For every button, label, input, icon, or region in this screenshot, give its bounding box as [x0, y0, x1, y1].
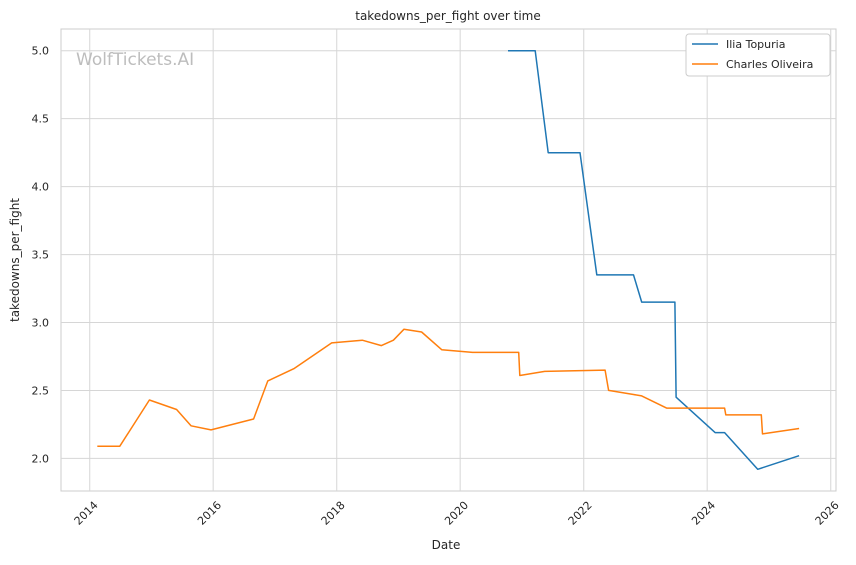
y-tick-label: 5.0 — [32, 45, 50, 58]
x-tick-label: 2026 — [813, 499, 842, 528]
y-tick-label: 2.0 — [32, 452, 50, 465]
chart-title: takedowns_per_fight over time — [355, 9, 541, 23]
series-line-1 — [508, 49, 800, 471]
legend-box — [685, 33, 831, 77]
y-axis-label: takedowns_per_fight — [8, 198, 22, 322]
plot-area — [60, 28, 837, 492]
legend-label-1: Ilia Topuria — [726, 38, 785, 51]
x-axis-label: Date — [432, 538, 461, 552]
x-tick-label: 2016 — [195, 499, 224, 528]
y-tick-label: 4.0 — [32, 181, 50, 194]
legend-label-2: Charles Oliveira — [726, 58, 813, 71]
y-tick-label: 3.5 — [32, 249, 50, 262]
y-tick-label: 4.5 — [32, 113, 50, 126]
x-tick-label: 2020 — [442, 499, 471, 528]
series-line-2 — [97, 328, 800, 447]
x-tick-label: 2024 — [689, 499, 718, 528]
legend: Ilia Topuria Charles Oliveira — [685, 33, 831, 77]
y-tick-label: 3.0 — [32, 317, 50, 330]
y-tick-label: 2.5 — [32, 384, 50, 397]
x-tick-label: 2018 — [319, 499, 348, 528]
watermark: WolfTickets.AI — [76, 50, 194, 70]
series-lines — [97, 49, 800, 471]
x-tick-label: 2014 — [72, 499, 101, 528]
x-tick-label: 2022 — [566, 499, 595, 528]
